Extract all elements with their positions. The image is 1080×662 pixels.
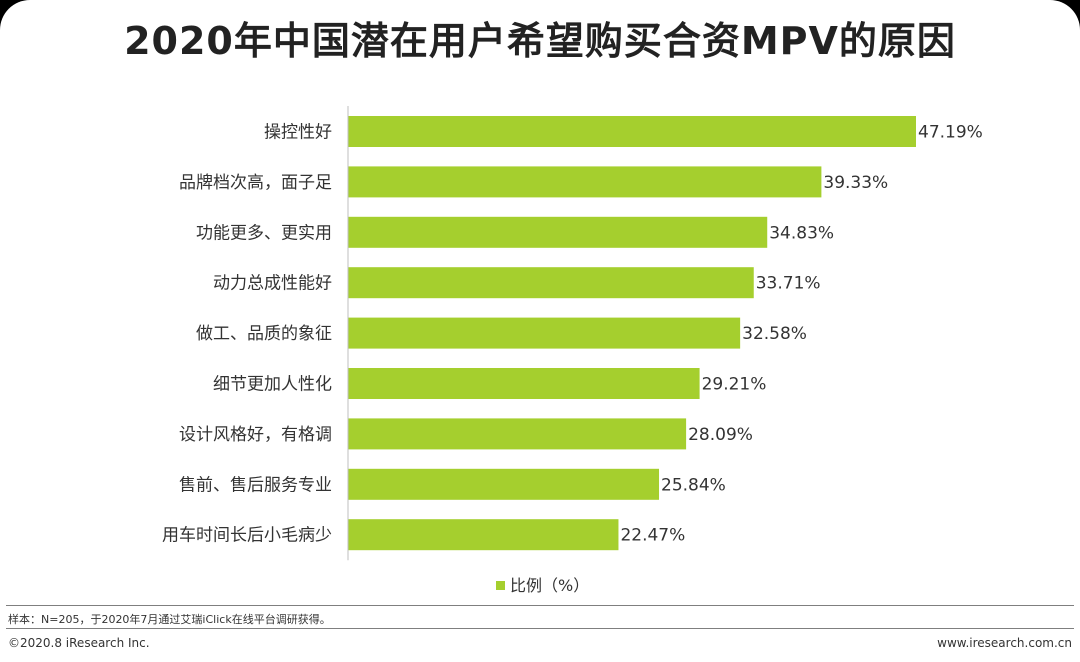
category-label: 动力总成性能好	[213, 274, 332, 294]
sample-note: 样本：N=205，于2020年7月通过艾瑞iClick在线平台调研获得。	[8, 613, 331, 626]
value-label: 34.83%	[769, 223, 834, 243]
bar	[348, 116, 916, 147]
copyright-text: ©2020.8 iResearch Inc.	[8, 636, 150, 650]
bar	[348, 216, 768, 248]
chart-title: 2020年中国潜在用户希望购买合资MPV的原因	[124, 19, 956, 63]
bar	[348, 166, 822, 198]
value-label: 22.47%	[620, 526, 685, 546]
legend-label: 比例（%）	[510, 576, 589, 595]
footer-divider-lower	[6, 628, 1074, 629]
footer-divider	[6, 605, 1074, 606]
value-label: 47.19%	[918, 123, 983, 143]
category-label: 细节更加人性化	[213, 375, 332, 395]
value-label: 32.58%	[742, 324, 807, 344]
value-label: 28.09%	[688, 425, 753, 445]
category-label: 做工、品质的象征	[196, 324, 332, 344]
category-label: 用车时间长后小毛病少	[162, 526, 332, 546]
bar	[348, 317, 741, 349]
category-label: 功能更多、更实用	[196, 223, 332, 243]
value-label: 33.71%	[756, 274, 821, 294]
category-label: 品牌档次高，面子足	[179, 173, 332, 193]
value-label: 39.33%	[823, 173, 888, 193]
bar	[348, 468, 660, 500]
legend-swatch	[496, 581, 505, 590]
bar	[348, 418, 687, 450]
category-label: 设计风格好，有格调	[179, 425, 332, 445]
bar	[348, 519, 619, 551]
bar	[348, 368, 700, 399]
category-label: 售前、售后服务专业	[179, 475, 332, 495]
value-label: 29.21%	[702, 375, 767, 395]
category-label: 操控性好	[264, 123, 332, 143]
bar	[348, 267, 754, 299]
website-text: www.iresearch.com.cn	[937, 636, 1072, 650]
value-label: 25.84%	[661, 475, 726, 495]
